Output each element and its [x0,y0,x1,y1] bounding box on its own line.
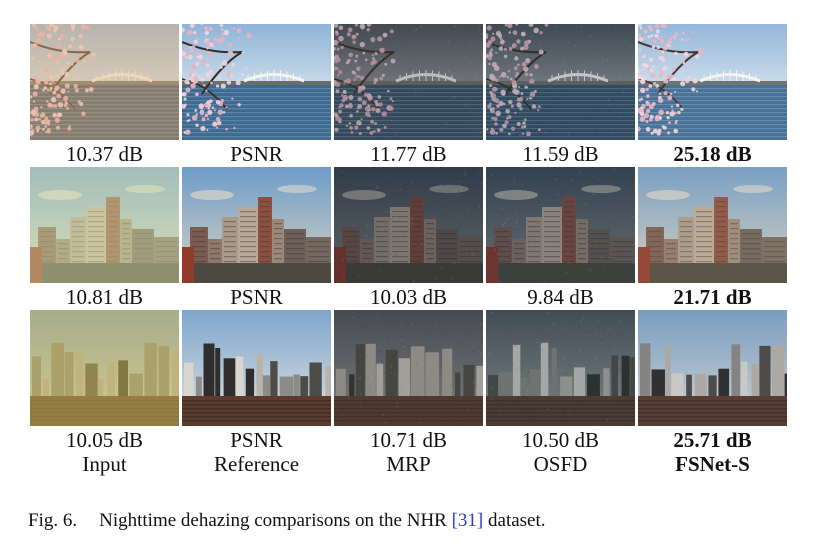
city-reference-image [182,167,331,283]
skyline-osfd-image [486,310,635,426]
psnr-caption-best: 25.18 dB [673,142,752,166]
skyline-input-image [30,310,179,426]
psnr-caption-best: 21.71 dB [673,285,752,309]
blossom-reference-image [182,24,331,140]
psnr-caption: 10.03 dB [369,285,447,309]
method-label: Reference [213,452,300,476]
figure-caption: Fig. 6. Nighttime dehazing comparisons on… [28,510,546,532]
skyline-mrp-image [334,310,483,426]
cell-osfd: 11.59 dB [486,24,635,166]
cell-mrp: 11.77 dB [334,24,483,166]
psnr-caption: 10.37 dB [65,142,143,166]
cell-mrp: 10.03 dB [334,167,483,309]
cell-input: 10.81 dB [30,167,179,309]
city-mrp-image [334,167,483,283]
method-label: OSFD [533,452,588,476]
psnr-caption-best: 25.71 dB [673,428,752,452]
psnr-caption: 11.77 dB [370,142,447,166]
psnr-caption: 11.59 dB [522,142,599,166]
caption-text-end: dataset. [483,510,546,531]
cell-osfd: 9.84 dB [486,167,635,309]
cell-fsnet: 25.18 dB [638,24,787,166]
cell-reference: PSNR [182,167,331,309]
comparison-row-blossom: 10.37 dB PSNR 11.77 dB 11.59 dB 25.18 dB [30,24,787,167]
skyline-reference-image [182,310,331,426]
psnr-caption: 9.84 dB [527,285,594,309]
cell-reference: PSNR [182,24,331,166]
psnr-caption: 10.71 dB [369,428,447,452]
blossom-input-image [30,24,179,140]
method-label: MRP [386,452,431,476]
cell-fsnet: 25.71 dB FSNet-S [638,310,787,476]
method-label-ours: FSNet-S [675,452,750,476]
blossom-fsnet-image [638,24,787,140]
city-fsnet-image [638,167,787,283]
cell-mrp: 10.71 dB MRP [334,310,483,476]
psnr-caption: PSNR [230,285,283,309]
psnr-caption: PSNR [230,142,283,166]
method-label: Input [82,452,127,476]
cell-fsnet: 21.71 dB [638,167,787,309]
comparison-row-skyline: 10.05 dB Input PSNR Reference 10.71 dB M… [30,310,787,476]
cell-reference: PSNR Reference [182,310,331,476]
psnr-caption: 10.50 dB [521,428,599,452]
citation-link[interactable]: [31] [451,510,484,531]
cell-input: 10.37 dB [30,24,179,166]
psnr-caption: 10.05 dB [65,428,143,452]
city-osfd-image [486,167,635,283]
city-input-image [30,167,179,283]
psnr-caption: PSNR [230,428,283,452]
cell-osfd: 10.50 dB OSFD [486,310,635,476]
psnr-caption: 10.81 dB [65,285,143,309]
comparison-row-city: 10.81 dB PSNR 10.03 dB 9.84 dB 21.71 dB [30,167,787,310]
comparison-grid: 10.37 dB PSNR 11.77 dB 11.59 dB 25.18 dB… [30,24,787,476]
caption-text: Nighttime dehazing comparisons on the NH… [99,510,452,531]
cell-input: 10.05 dB Input [30,310,179,476]
blossom-mrp-image [334,24,483,140]
figure-label: Fig. 6. [28,510,78,531]
skyline-fsnet-image [638,310,787,426]
blossom-osfd-image [486,24,635,140]
